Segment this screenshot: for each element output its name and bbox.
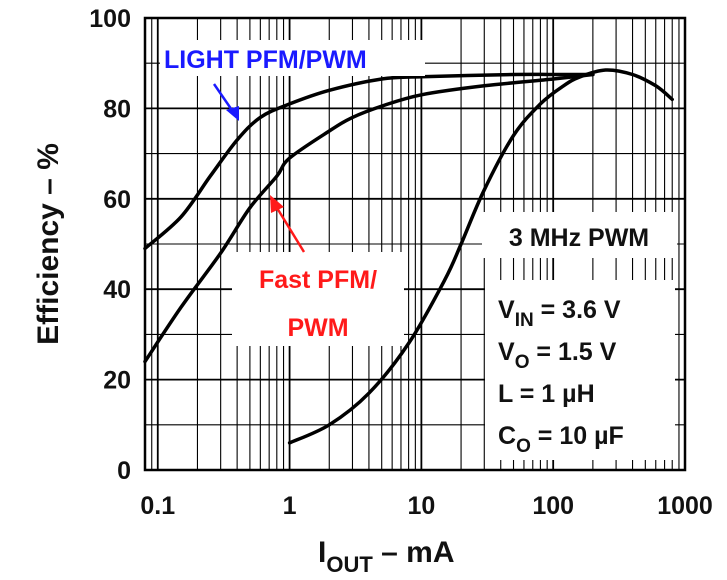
light-pfm-pwm-arrowhead — [226, 106, 239, 121]
x-tick-label: 100 — [532, 492, 574, 520]
x-axis-title-rest: – mA — [373, 536, 455, 569]
condition-line: VO = 1.5 V — [498, 338, 617, 373]
test-conditions: VIN = 3.6 V VO = 1.5 V L = 1 µH CO = 10 µF — [498, 296, 624, 457]
pwm-3mhz-label: 3 MHz PWM — [509, 224, 649, 252]
fast-pfm-pwm-label-line2: PWM — [287, 314, 348, 342]
y-tick-label: 100 — [89, 5, 131, 33]
y-tick-label: 80 — [103, 95, 131, 123]
x-tick-label: 1 — [283, 492, 297, 520]
condition-line: VIN = 3.6 V — [498, 296, 621, 331]
x-axis-title-sub: OUT — [326, 552, 373, 577]
x-axis-title-main: I — [318, 536, 326, 569]
conditions-box — [485, 280, 675, 460]
condition-line: CO = 10 µF — [498, 422, 624, 457]
plot-frame — [143, 16, 687, 472]
series-lines — [143, 68, 674, 445]
fast-label-backdrop — [232, 252, 404, 346]
x-axis-title: IOUT – mA — [318, 536, 455, 577]
x-tick-label: 10 — [407, 492, 435, 520]
pwm-label-backdrop — [482, 212, 677, 258]
fast-pfm-pwm-arrow — [272, 202, 306, 253]
y-axis-title: Efficiency – % — [32, 143, 65, 345]
fast-pfm-pwm-arrowhead — [270, 195, 284, 213]
x-tick-label: 1000 — [657, 492, 713, 520]
x-tick-label: 0.1 — [140, 492, 175, 520]
x-tick-labels: 0.1 1 10 100 1000 — [140, 492, 712, 520]
y-tick-labels: 0 20 40 60 80 100 — [89, 5, 131, 485]
fast-pfm-pwm-label-line1: Fast PFM/ — [259, 266, 377, 294]
light-pfm-pwm-label: LIGHT PFM/PWM — [164, 46, 367, 74]
y-tick-label: 60 — [103, 186, 131, 214]
condition-line: L = 1 µH — [498, 380, 595, 408]
y-tick-label: 0 — [117, 457, 131, 485]
series-line-fast-pfm-pwm — [143, 72, 595, 364]
series-line-3-mhz-pwm — [287, 68, 674, 445]
series-line-light-pfm-pwm — [143, 72, 595, 251]
y-tick-label: 40 — [103, 276, 131, 304]
y-tick-label: 20 — [103, 367, 131, 395]
light-label-backdrop — [160, 40, 425, 76]
